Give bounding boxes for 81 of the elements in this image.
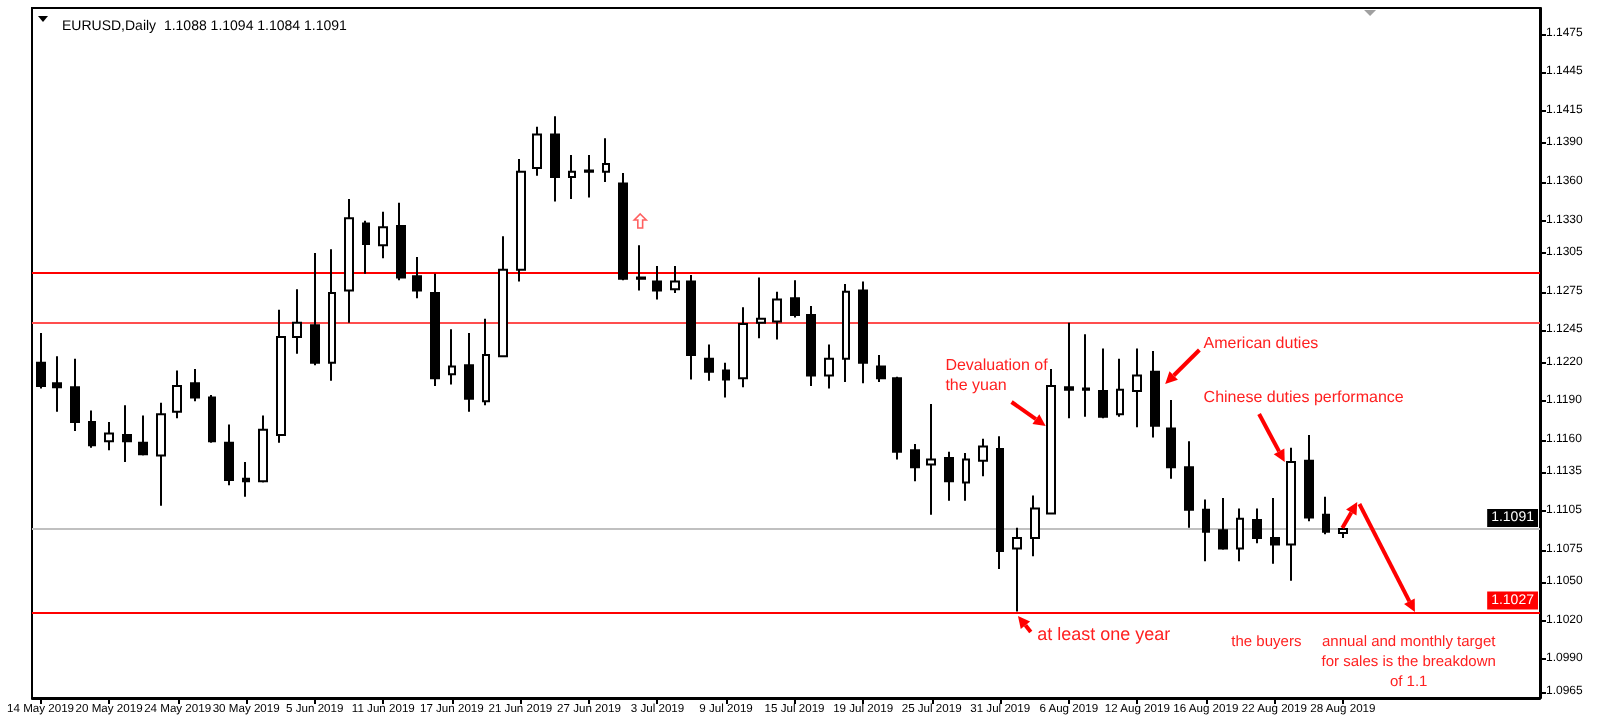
candlestick bbox=[806, 304, 816, 387]
candlestick bbox=[876, 353, 886, 384]
candlestick bbox=[722, 361, 730, 399]
annotation: Chinese duties performance bbox=[1203, 388, 1404, 408]
candlestick bbox=[978, 437, 988, 478]
candlestick bbox=[344, 197, 354, 324]
annotation: Devaluation of the yuan bbox=[945, 356, 1050, 396]
candlestick bbox=[532, 125, 542, 177]
candlestick bbox=[1132, 347, 1142, 429]
candlestick bbox=[378, 210, 388, 260]
annotation: American duties bbox=[1203, 334, 1319, 354]
candlestick bbox=[858, 280, 868, 385]
candlestick bbox=[1082, 333, 1090, 418]
candlestick bbox=[636, 244, 646, 292]
candlestick bbox=[704, 343, 714, 382]
candlestick bbox=[292, 288, 302, 355]
candlestick bbox=[224, 423, 234, 487]
candlestick bbox=[498, 235, 508, 358]
candlestick bbox=[686, 273, 696, 381]
candlestick bbox=[464, 332, 474, 413]
candlestick bbox=[824, 343, 834, 390]
candlestick bbox=[1252, 507, 1262, 545]
candlestick bbox=[1116, 357, 1124, 418]
candlestick bbox=[602, 137, 610, 184]
annotation: at least one year bbox=[1037, 624, 1171, 644]
candlestick bbox=[618, 172, 628, 282]
candlestick bbox=[36, 332, 46, 390]
candlestick bbox=[276, 308, 286, 444]
candlestick bbox=[362, 219, 370, 275]
candlestick bbox=[568, 154, 576, 200]
candlestick bbox=[1030, 494, 1040, 558]
candlestick bbox=[1286, 446, 1296, 582]
candlestick bbox=[944, 450, 954, 502]
candlestick bbox=[242, 460, 250, 498]
candlestick bbox=[310, 252, 320, 367]
candlestick bbox=[652, 264, 662, 301]
candlestick bbox=[1304, 433, 1314, 523]
candlestick bbox=[738, 306, 748, 389]
candlestick bbox=[790, 279, 800, 319]
candlestick bbox=[516, 157, 526, 283]
candlestick bbox=[258, 414, 268, 484]
candlestick bbox=[1064, 321, 1074, 420]
candlestick bbox=[1218, 497, 1228, 551]
candlestick bbox=[892, 375, 902, 461]
candlestick bbox=[584, 154, 594, 199]
candlestick bbox=[482, 317, 490, 407]
candlestick bbox=[172, 369, 182, 420]
candlestick bbox=[1150, 350, 1160, 439]
candlestick bbox=[156, 401, 166, 507]
candlestick bbox=[396, 201, 406, 282]
candlestick bbox=[412, 255, 422, 300]
candlestick bbox=[962, 451, 970, 502]
candlestick bbox=[122, 404, 132, 463]
candlestick bbox=[996, 435, 1004, 571]
candlestick bbox=[88, 409, 96, 449]
candlestick bbox=[1338, 524, 1348, 540]
candlestick bbox=[138, 414, 148, 457]
candlestick bbox=[670, 264, 680, 295]
candlestick bbox=[190, 368, 200, 403]
candlestick bbox=[448, 328, 456, 386]
candlestick bbox=[842, 283, 850, 384]
candlestick bbox=[772, 290, 782, 341]
candlestick bbox=[1322, 495, 1330, 536]
candlestick bbox=[430, 272, 440, 387]
candlestick bbox=[1166, 399, 1176, 480]
candlestick bbox=[1270, 497, 1280, 565]
candlestick bbox=[1236, 507, 1244, 563]
candlestick bbox=[104, 421, 114, 452]
candlestick bbox=[1202, 498, 1210, 563]
candlestick bbox=[328, 248, 336, 382]
candlestick bbox=[1184, 440, 1194, 529]
candlestick bbox=[550, 115, 560, 203]
candlestick bbox=[756, 276, 766, 340]
candlestick bbox=[208, 393, 216, 444]
candlestick bbox=[926, 402, 936, 516]
candlestick bbox=[1046, 368, 1056, 515]
candlestick bbox=[1098, 347, 1108, 420]
candlestick bbox=[70, 357, 80, 433]
candlestick bbox=[52, 355, 62, 413]
candlestick bbox=[910, 442, 920, 483]
candlestick bbox=[1012, 526, 1022, 613]
